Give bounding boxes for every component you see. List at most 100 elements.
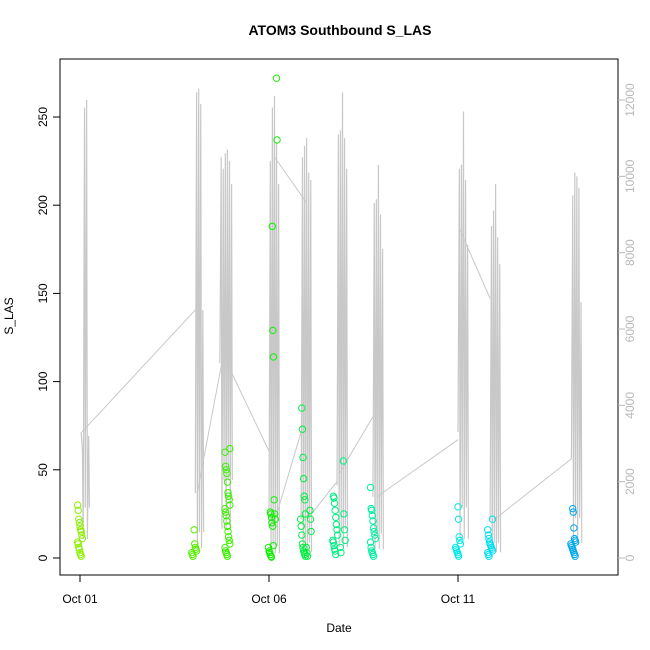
data-point	[299, 543, 307, 552]
data-point	[484, 526, 492, 534]
secondary-spike-trace	[570, 172, 583, 544]
data-point	[330, 499, 339, 508]
secondary-connector-line	[196, 363, 223, 494]
data-point	[341, 536, 349, 545]
data-point	[306, 515, 315, 523]
data-point	[221, 508, 230, 516]
data-point	[337, 549, 345, 557]
data-point	[189, 552, 197, 560]
data-point	[301, 496, 309, 504]
data-point	[224, 492, 233, 500]
data-point	[371, 534, 380, 543]
data-point	[488, 515, 497, 523]
secondary-series-layer	[80, 88, 583, 554]
y-tick-label: 0	[36, 554, 50, 561]
data-point	[340, 526, 349, 534]
points-layer	[73, 74, 580, 561]
y2-tick-label: 12000	[623, 83, 637, 117]
data-point	[74, 540, 82, 548]
data-point	[268, 222, 276, 231]
secondary-connector-line	[81, 309, 196, 433]
data-point	[272, 74, 281, 82]
data-point	[271, 515, 279, 523]
data-point	[299, 453, 307, 462]
data-point	[75, 515, 83, 523]
data-point	[485, 534, 493, 543]
data-point	[298, 425, 307, 433]
y2-tick-label: 2000	[623, 468, 637, 495]
data-point	[223, 469, 231, 478]
y2-tick-label: 6000	[623, 315, 637, 342]
data-point	[74, 506, 82, 515]
x-axis-label: Date	[326, 621, 352, 635]
y-tick-label: 50	[36, 463, 50, 477]
data-point	[269, 541, 277, 550]
data-point	[332, 520, 341, 529]
data-point	[454, 503, 462, 511]
data-point	[306, 506, 314, 515]
data-point	[226, 444, 234, 453]
data-point	[270, 510, 279, 518]
x-tick-label: Oct 06	[251, 592, 287, 606]
data-point	[77, 552, 85, 560]
data-point	[454, 552, 463, 560]
y-tick-label: 200	[36, 195, 50, 215]
secondary-spike-trace	[194, 88, 205, 549]
data-point	[330, 494, 338, 502]
secondary-connector-line	[338, 416, 374, 475]
data-point	[331, 506, 339, 515]
y-tick-label: 250	[36, 107, 50, 127]
data-point	[303, 549, 311, 557]
data-point	[367, 543, 375, 552]
data-point	[333, 531, 342, 539]
data-point	[369, 552, 378, 560]
data-point	[221, 448, 229, 456]
secondary-spike-trace	[219, 149, 233, 529]
data-point	[225, 536, 233, 545]
data-point	[75, 519, 84, 527]
data-point	[273, 136, 281, 144]
data-point	[301, 510, 310, 518]
data-point	[366, 538, 375, 546]
data-point	[267, 553, 276, 561]
y2-tick-label: 4000	[623, 392, 637, 419]
data-point	[191, 540, 199, 548]
data-point	[297, 522, 305, 530]
data-point	[298, 404, 306, 412]
data-point	[568, 504, 577, 513]
data-point	[221, 462, 230, 470]
data-point	[269, 326, 277, 335]
y2-tick-label: 10000	[623, 159, 637, 193]
data-point	[224, 527, 232, 536]
data-point	[222, 511, 230, 520]
plot-frame	[59, 58, 619, 576]
data-point	[340, 510, 348, 518]
data-point	[368, 511, 377, 520]
data-point	[78, 531, 86, 539]
data-point	[224, 533, 233, 541]
secondary-spike-trace	[489, 183, 502, 553]
data-point	[302, 543, 310, 552]
data-point	[298, 531, 306, 539]
y2-tick-label: 8000	[623, 239, 637, 266]
data-point	[223, 478, 232, 486]
secondary-connector-line	[493, 458, 572, 521]
data-point	[77, 527, 85, 536]
data-point	[222, 466, 230, 474]
data-point	[332, 513, 340, 522]
data-point	[339, 457, 348, 465]
data-point	[366, 483, 375, 492]
y-axis-label: S_LAS	[2, 297, 16, 334]
data-point	[75, 545, 84, 553]
data-point	[299, 474, 308, 483]
data-point	[224, 489, 232, 497]
y-tick-label: 150	[36, 283, 50, 303]
data-point	[301, 552, 310, 560]
data-point	[73, 501, 82, 509]
data-point	[190, 526, 198, 534]
data-point	[370, 527, 378, 536]
data-point	[369, 517, 377, 525]
data-point	[300, 492, 308, 500]
data-point	[76, 522, 84, 530]
